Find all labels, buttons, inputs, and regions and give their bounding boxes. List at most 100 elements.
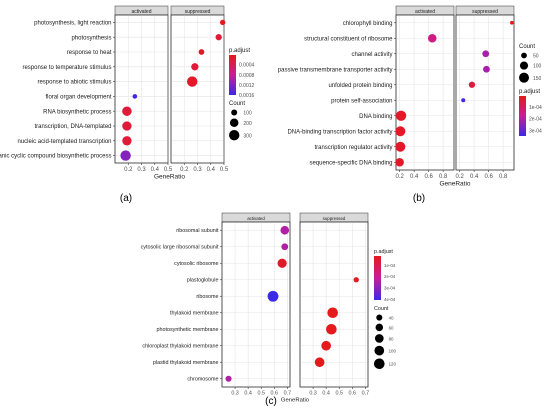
size-legend-dot: [519, 72, 529, 83]
color-legend-title: p.adjust: [374, 249, 393, 255]
color-bar: [519, 96, 526, 136]
panel-label: (a): [120, 193, 132, 204]
data-point: [461, 98, 466, 103]
x-tick-label: 0.4: [410, 174, 419, 180]
facet-strip-label: activated: [415, 9, 435, 15]
facet-activated: activated 0.2 0.4 0.6 0.8: [395, 5, 455, 180]
color-bar: [374, 256, 381, 300]
y-tick-label: cytosolic ribosome: [174, 261, 218, 267]
size-legend-label: 100: [533, 64, 542, 70]
facet-strip-label: suppressed: [185, 9, 211, 15]
y-tick-label: passive transmembrane transporter activi…: [278, 67, 393, 73]
color-bar-tick-label: 0.0016: [239, 93, 255, 99]
color-bar-tick-label: 3e-04: [529, 128, 542, 134]
facet-suppressed: suppressed 0.2 0.3 0.4 0.5: [170, 5, 229, 173]
x-tick-label: 0.4: [207, 167, 216, 173]
y-tick-label: protein self-association: [331, 98, 392, 104]
data-point: [198, 49, 205, 55]
x-tick-label: 0.5: [164, 167, 173, 173]
color-bar-tick-label: 1e-04: [384, 263, 396, 268]
color-bar-tick-label: 0.0004: [239, 63, 255, 69]
x-tick-label: 0.6: [349, 390, 357, 396]
data-point: [277, 258, 287, 268]
size-legend-label: 50: [533, 54, 539, 60]
data-point: [280, 225, 290, 235]
data-point: [353, 277, 359, 283]
size-legend-title: Count: [519, 44, 535, 50]
size-legend-title: Count: [229, 101, 245, 107]
data-point: [191, 63, 199, 71]
facet-border: [455, 14, 515, 171]
y-tick-label: organic cyclic compound biosynthetic pro…: [0, 154, 112, 160]
x-tick-label: 0.2: [124, 167, 133, 173]
color-bar: [229, 55, 236, 95]
x-tick-label: 0.6: [424, 174, 433, 180]
data-point: [395, 126, 406, 137]
x-tick-label: 0.3: [193, 167, 202, 173]
y-tick-label: photosynthetic membrane: [156, 327, 218, 333]
x-tick-label: 0.4: [244, 390, 252, 396]
data-point: [281, 243, 289, 251]
y-tick-label: plastid thylakoid membrane: [153, 360, 219, 366]
data-point: [321, 340, 331, 351]
y-tick-label: unfolded protein binding: [328, 83, 392, 89]
size-legend-label: 60: [389, 325, 394, 330]
facet-activated: activated 0.3 0.4 0.5 0.6 0.7: [221, 212, 292, 396]
y-tick-label: plastoglobule: [187, 278, 219, 284]
data-point: [509, 20, 514, 25]
facet-suppressed: suppressed 0.3 0.4 0.5 0.6 0.7: [299, 212, 369, 396]
data-point: [395, 141, 406, 152]
size-legend-dot: [229, 129, 240, 141]
data-point: [483, 65, 490, 73]
size-legend-label: 150: [533, 76, 542, 82]
y-tick-label: photosynthesis, light reaction: [34, 21, 111, 27]
size-legend-dot: [375, 323, 384, 332]
y-tick-label: floral organ development: [45, 95, 111, 101]
size-legend-dot: [229, 118, 239, 127]
color-bar-tick-label: 1e-04: [529, 105, 542, 111]
size-legend-dot: [374, 334, 384, 343]
y-tick-label: channel activity: [351, 52, 392, 58]
y-tick-label: ribosome: [196, 294, 218, 300]
data-point: [267, 290, 279, 302]
size-legend-label: 40: [389, 315, 394, 320]
color-legend-title: p.adjust: [229, 48, 250, 54]
y-tick-label: chloroplast thylakoid membrane: [142, 344, 218, 350]
x-tick-label: 0.3: [137, 167, 146, 173]
facet-border: [299, 221, 369, 388]
data-point: [468, 81, 476, 88]
y-tick-label: response to temperature stimulus: [22, 65, 111, 71]
y-tick-label: DNA-binding transcription factor activit…: [287, 129, 392, 135]
y-tick-label: cytosolic large ribosomal subunit: [141, 245, 219, 251]
y-tick-label: ribosomal subunit: [176, 228, 219, 234]
facet-suppressed: suppressed 0.2 0.4 0.6 0.8: [455, 5, 515, 180]
x-axis-title: GeneRatio: [281, 397, 310, 403]
y-tick-label: photosynthesis: [71, 35, 111, 41]
data-point: [482, 50, 490, 58]
size-legend-label: 300: [243, 133, 252, 139]
data-point: [122, 106, 132, 116]
x-tick-label: 0.4: [470, 174, 479, 180]
y-tick-label: thylakoid membrane: [170, 311, 219, 317]
legend: p.adjust 1e-04 2e-04 3e-04 Count 50 100 150: [519, 44, 542, 136]
data-point: [395, 110, 407, 121]
data-point: [120, 150, 131, 161]
color-legend-title: p.adjust: [519, 89, 540, 95]
x-tick-label: 0.3: [309, 390, 317, 396]
y-tick-label: RNA biosynthetic process: [43, 109, 111, 115]
data-point: [427, 33, 437, 43]
facet-activated: activated 0.2 0.3 0.4 0.5: [114, 5, 173, 173]
x-tick-label: 0.4: [151, 167, 160, 173]
data-point: [327, 307, 338, 319]
panel-label: (c): [265, 396, 277, 407]
facet-border: [221, 221, 291, 388]
data-point: [215, 34, 222, 41]
panel-b: activated 0.2 0.4 0.6 0.8 suppressed 0.2 0.4 0.6…: [278, 5, 542, 204]
x-tick-label: 0.8: [499, 174, 508, 180]
facet-background: [221, 221, 291, 388]
color-bar-tick-label: 3e-04: [384, 285, 396, 290]
x-tick-label: 0.5: [220, 167, 229, 173]
x-tick-label: 0.7: [284, 390, 292, 396]
y-tick-label: chromosome: [187, 377, 218, 383]
